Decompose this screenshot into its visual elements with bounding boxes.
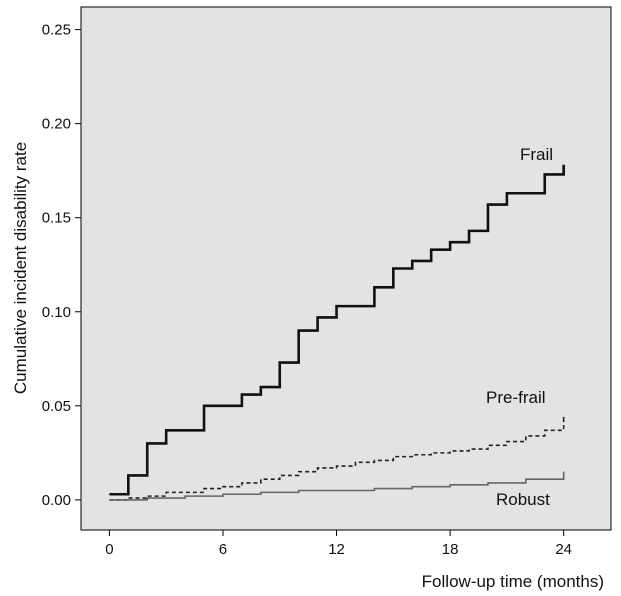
series-line-frail: [109, 164, 565, 496]
y-axis: 0.00 0.05 0.10 0.15 0.20 0.25: [42, 22, 81, 509]
x-tick-label: 6: [219, 541, 227, 558]
series-label-prefrail: Pre-frail: [486, 388, 546, 407]
y-tick-label: 0.25: [42, 22, 71, 39]
x-tick-label: 0: [105, 541, 113, 558]
x-axis: 0 6 12 18 24: [105, 530, 572, 558]
plot-area: [80, 6, 612, 531]
x-axis-label: Follow-up time (months): [422, 572, 604, 591]
series-label-frail: Frail: [520, 145, 553, 164]
series-line-pre-frail: [109, 416, 565, 501]
y-tick-label: 0.05: [42, 398, 71, 415]
x-tick-label: 12: [328, 541, 345, 558]
series-label-robust: Robust: [496, 490, 550, 509]
x-tick-label: 24: [555, 541, 572, 558]
y-tick-label: 0.20: [42, 116, 71, 133]
series-line-robust: [109, 471, 565, 501]
y-tick-label: 0.10: [42, 304, 71, 321]
x-tick-label: 18: [442, 541, 459, 558]
y-tick-label: 0.00: [42, 492, 71, 509]
y-tick-label: 0.15: [42, 210, 71, 227]
y-axis-label: Cumulative incident disability rate: [11, 142, 30, 394]
series-layer: [109, 164, 565, 501]
